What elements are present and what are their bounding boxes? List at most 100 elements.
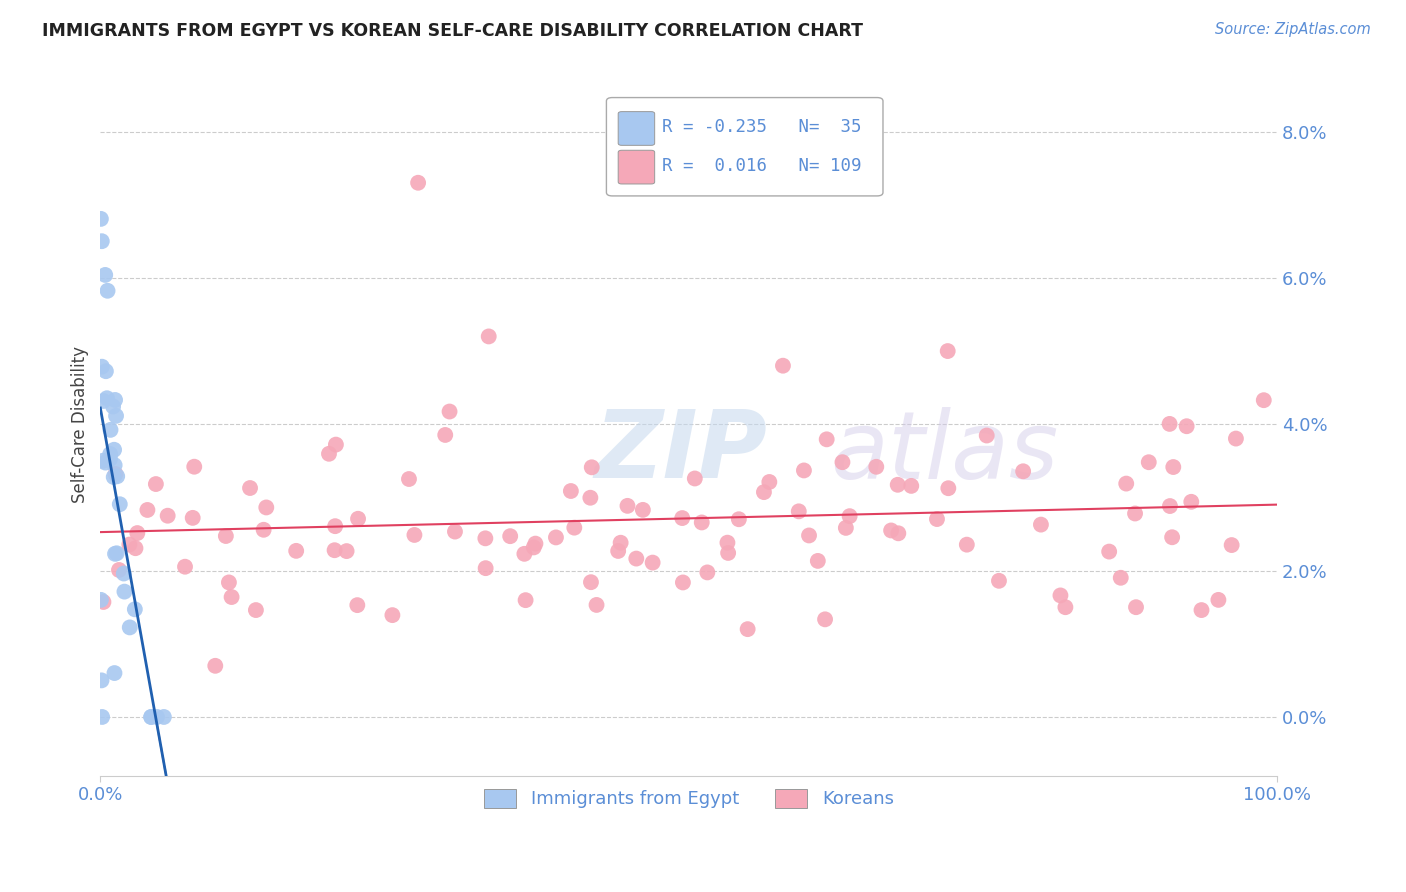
Point bbox=[94, 364, 117, 378]
Point bbox=[98, 451, 121, 466]
Point bbox=[141, 710, 163, 724]
Point bbox=[579, 491, 602, 505]
FancyBboxPatch shape bbox=[606, 97, 883, 196]
Point bbox=[103, 666, 125, 681]
Point bbox=[153, 710, 176, 724]
Point bbox=[124, 541, 146, 556]
Point bbox=[103, 470, 125, 484]
Point bbox=[671, 511, 693, 525]
Point bbox=[406, 176, 429, 190]
Point bbox=[105, 546, 128, 560]
FancyBboxPatch shape bbox=[619, 150, 655, 184]
Point bbox=[381, 608, 404, 623]
Point bbox=[108, 497, 131, 511]
Text: atlas: atlas bbox=[830, 407, 1059, 498]
Point bbox=[118, 537, 141, 551]
Point bbox=[1253, 393, 1275, 408]
Point bbox=[239, 481, 262, 495]
Point bbox=[444, 524, 467, 539]
Point bbox=[626, 551, 648, 566]
Point bbox=[1049, 589, 1071, 603]
Point bbox=[98, 447, 121, 461]
Point bbox=[1208, 593, 1230, 607]
Point bbox=[513, 547, 536, 561]
Point bbox=[285, 544, 308, 558]
Point bbox=[181, 511, 204, 525]
Point bbox=[925, 512, 948, 526]
Point bbox=[347, 512, 370, 526]
Point bbox=[245, 603, 267, 617]
Point bbox=[560, 483, 582, 498]
Point bbox=[96, 391, 118, 405]
Point bbox=[346, 598, 368, 612]
Point bbox=[104, 547, 127, 561]
Point bbox=[988, 574, 1011, 588]
Point bbox=[900, 479, 922, 493]
Point bbox=[127, 526, 149, 541]
Point bbox=[105, 409, 128, 423]
Y-axis label: Self-Care Disability: Self-Care Disability bbox=[72, 346, 89, 503]
Point bbox=[221, 590, 243, 604]
Point bbox=[579, 575, 602, 590]
Point bbox=[114, 584, 136, 599]
Point bbox=[108, 563, 131, 577]
Point bbox=[1180, 495, 1202, 509]
Point bbox=[1125, 600, 1147, 615]
Point bbox=[607, 544, 630, 558]
Point bbox=[124, 602, 146, 616]
Point bbox=[90, 234, 112, 248]
Point bbox=[562, 521, 585, 535]
Point bbox=[104, 392, 127, 407]
Point bbox=[93, 595, 115, 609]
Point bbox=[1225, 432, 1247, 446]
Point bbox=[90, 673, 112, 688]
Point bbox=[136, 503, 159, 517]
Text: Source: ZipAtlas.com: Source: ZipAtlas.com bbox=[1215, 22, 1371, 37]
FancyBboxPatch shape bbox=[619, 112, 655, 145]
Point bbox=[323, 543, 346, 558]
Point bbox=[797, 528, 820, 542]
Point bbox=[253, 523, 276, 537]
Point bbox=[1029, 517, 1052, 532]
Point bbox=[887, 526, 910, 541]
Point bbox=[204, 658, 226, 673]
Text: IMMIGRANTS FROM EGYPT VS KOREAN SELF-CARE DISABILITY CORRELATION CHART: IMMIGRANTS FROM EGYPT VS KOREAN SELF-CAR… bbox=[42, 22, 863, 40]
Point bbox=[474, 532, 496, 546]
Point bbox=[793, 463, 815, 477]
Point bbox=[936, 481, 959, 495]
Point bbox=[727, 512, 749, 526]
Point bbox=[91, 710, 114, 724]
Point bbox=[672, 575, 695, 590]
Point bbox=[880, 524, 903, 538]
Point bbox=[146, 710, 169, 724]
Point bbox=[94, 456, 117, 470]
Text: R =  0.016   N= 109: R = 0.016 N= 109 bbox=[662, 157, 862, 176]
Point bbox=[318, 447, 340, 461]
Point bbox=[544, 530, 567, 544]
Point bbox=[478, 329, 501, 343]
Point bbox=[585, 598, 607, 612]
Point bbox=[1123, 507, 1146, 521]
Point bbox=[90, 211, 112, 226]
Point bbox=[1175, 419, 1198, 434]
Point bbox=[103, 442, 125, 457]
Point bbox=[524, 536, 547, 550]
Point bbox=[717, 546, 740, 560]
Point bbox=[696, 566, 718, 580]
Point bbox=[104, 467, 127, 481]
Point bbox=[1137, 455, 1160, 469]
Point bbox=[118, 620, 141, 634]
Point bbox=[96, 284, 118, 298]
Point bbox=[141, 710, 163, 724]
Point bbox=[1159, 499, 1181, 513]
Point bbox=[1220, 538, 1243, 552]
Point bbox=[758, 475, 780, 489]
Point bbox=[865, 459, 887, 474]
Point bbox=[523, 541, 546, 555]
Point bbox=[1159, 417, 1181, 431]
Text: ZIP: ZIP bbox=[595, 407, 768, 499]
Point bbox=[183, 459, 205, 474]
Point bbox=[1161, 530, 1184, 544]
Point bbox=[787, 504, 810, 518]
Point bbox=[215, 529, 238, 543]
